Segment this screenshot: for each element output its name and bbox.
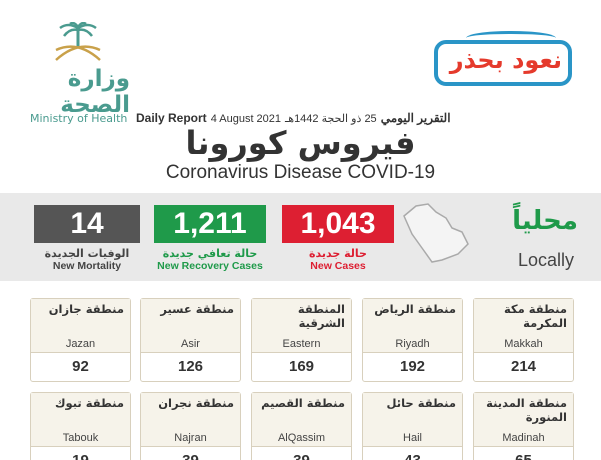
report-label-english: Daily Report <box>136 111 207 125</box>
recoveries-label-arabic: حالة تعافي جديدة <box>162 247 258 260</box>
recoveries-value: 1,211 <box>154 205 266 243</box>
region-name-english: Makkah <box>504 338 543 350</box>
region-name-arabic: منطقة جازان <box>48 302 124 316</box>
region-case-count: 39 <box>141 447 240 460</box>
region-card: منطقة تبوك Tabouk 19 <box>30 392 131 460</box>
report-date-line: Daily Report 4 August 2021 25 ذو الحجة 1… <box>136 111 481 125</box>
region-name-arabic: منطقة مكة المكرمة <box>503 302 567 330</box>
region-card: منطقة جازان Jazan 92 <box>30 298 131 382</box>
region-case-count: 43 <box>363 447 462 460</box>
ministry-name-arabic: وزارة الصحة <box>60 66 130 118</box>
hijri-date: 25 ذو الحجة 1442هـ <box>285 113 377 125</box>
region-name-english: Tabouk <box>62 432 99 444</box>
region-name-arabic: منطقة الرياض <box>374 302 456 316</box>
region-name-english: Asir <box>181 338 200 350</box>
slogan-badge: نعود بحذر <box>434 40 572 86</box>
report-label-arabic: التقرير اليومي <box>380 111 451 125</box>
ministry-name-english: Ministry of Health <box>30 112 128 125</box>
slogan-text: نعود بحذر <box>449 46 562 74</box>
region-card: منطقة القصيم AlQassim 39 <box>251 392 352 460</box>
region-name-arabic: منطقة المدينة المنورة <box>486 396 567 424</box>
region-name-english: Hail <box>403 432 422 444</box>
region-name-arabic: منطقة نجران <box>158 396 234 410</box>
region-name-arabic: منطقة عسير <box>160 302 234 316</box>
region-name-english: Riyadh <box>395 338 430 350</box>
mortality-label-english: New Mortality <box>52 260 122 272</box>
region-card: منطقة مكة المكرمة Makkah 214 <box>473 298 574 382</box>
region-card: منطقة حائل Hail 43 <box>362 392 463 460</box>
locally-label-arabic: محلياً <box>512 206 578 236</box>
region-card: المنطقة الشرقية Eastern 169 <box>251 298 352 382</box>
region-case-count: 92 <box>72 358 89 375</box>
region-name-arabic: منطقة حائل <box>386 396 456 410</box>
region-name-arabic: منطقة القصيم <box>261 396 345 410</box>
region-case-count: 65 <box>474 447 573 460</box>
region-case-count: 126 <box>177 358 204 375</box>
region-card: منطقة نجران Najran 39 <box>140 392 241 460</box>
mortality-label-arabic: الوفيات الجديدة <box>44 247 130 260</box>
mortality-value: 14 <box>34 205 140 243</box>
region-card: منطقة الرياض Riyadh 192 <box>362 298 463 382</box>
region-name-english: Madinah <box>502 432 545 444</box>
region-card: منطقة المدينة المنورة Madinah 65 <box>473 392 574 460</box>
region-name-english: Jazan <box>65 338 96 350</box>
palm-swords-emblem-icon <box>55 22 101 61</box>
region-case-count: 169 <box>288 358 315 375</box>
new-cases-label-arabic: حالة جديدة <box>309 247 367 260</box>
region-case-count: 19 <box>31 447 130 460</box>
region-card: منطقة عسير Asir 126 <box>140 298 241 382</box>
ministry-logo: وزارة الصحة Ministry of Health <box>28 22 138 125</box>
region-name-english: AlQassim <box>277 432 326 444</box>
new-cases-label-english: New Cases <box>310 260 366 272</box>
region-name-arabic: منطقة تبوك <box>54 396 124 410</box>
locally-label-english: Locally <box>517 250 574 270</box>
page-title-arabic: فيروس كورونا <box>185 124 416 162</box>
page-title-english: Coronavirus Disease COVID-19 <box>165 162 436 183</box>
saudi-map-icon <box>403 203 469 263</box>
region-name-english: Najran <box>174 432 207 444</box>
region-case-count: 39 <box>252 447 351 460</box>
stat-new-recoveries: 1,211 حالة تعافي جديدة New Recovery Case… <box>154 205 266 272</box>
region-name-english: Eastern <box>282 338 321 350</box>
stat-new-mortality: 14 الوفيات الجديدة New Mortality <box>34 205 140 272</box>
stat-new-cases: 1,043 حالة جديدة New Cases <box>282 205 394 272</box>
gregorian-date: 4 August 2021 <box>210 113 282 125</box>
region-case-count: 192 <box>399 358 426 375</box>
new-cases-value: 1,043 <box>282 205 394 243</box>
region-case-count: 214 <box>510 358 537 375</box>
recoveries-label-english: New Recovery Cases <box>157 260 263 272</box>
slogan-arc <box>466 31 556 45</box>
summary-band: 14 الوفيات الجديدة New Mortality 1,211 ح… <box>0 193 601 281</box>
region-name-arabic: المنطقة الشرقية <box>297 302 345 330</box>
